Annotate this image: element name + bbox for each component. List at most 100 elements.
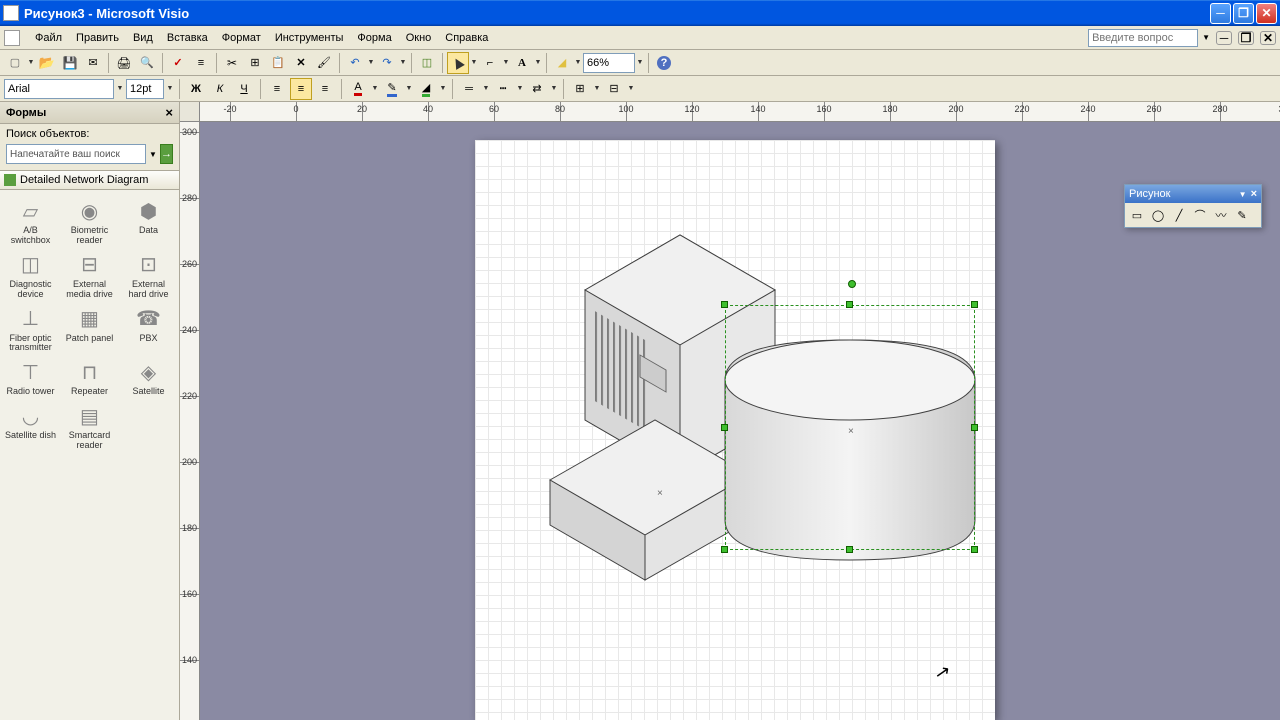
shape-item[interactable]: ▦Patch panel (61, 304, 118, 356)
font-select[interactable] (4, 79, 114, 99)
shape-item[interactable]: ◡Satellite dish (2, 401, 59, 453)
distribute-dropdown[interactable]: ▼ (627, 85, 635, 92)
italic-button[interactable] (209, 78, 231, 100)
shape-item[interactable]: ◫Diagnostic device (2, 250, 59, 302)
selection-handle[interactable] (846, 301, 853, 308)
pointer-dropdown[interactable]: ▼ (470, 59, 478, 66)
search-dropdown-icon[interactable]: ▼ (149, 150, 157, 159)
menu-format[interactable]: Формат (215, 30, 268, 46)
size-dropdown[interactable]: ▼ (166, 85, 174, 92)
redo-button[interactable] (376, 52, 398, 74)
line-ends-dropdown[interactable]: ▼ (550, 85, 558, 92)
selection-handle[interactable] (721, 301, 728, 308)
doc-close-button[interactable]: ✕ (1260, 31, 1276, 45)
zoom-dropdown[interactable]: ▼ (636, 59, 644, 66)
align-right-button[interactable] (314, 78, 336, 100)
search-go-button[interactable]: → (160, 144, 173, 164)
print-button[interactable] (113, 52, 135, 74)
line-ends-button[interactable]: ⇄ (526, 78, 548, 100)
stencil-header[interactable]: Detailed Network Diagram (0, 170, 179, 190)
spell-button[interactable] (167, 52, 189, 74)
selection-handle[interactable] (971, 301, 978, 308)
redo-dropdown[interactable]: ▼ (399, 59, 407, 66)
maximize-button[interactable]: ❐ (1233, 3, 1254, 24)
shape-item[interactable]: ⊡External hard drive (120, 250, 177, 302)
new-dropdown[interactable]: ▼ (27, 59, 35, 66)
mail-button[interactable] (82, 52, 104, 74)
pencil-tool-button[interactable]: ✎ (1233, 206, 1251, 224)
selection-handle[interactable] (971, 546, 978, 553)
shape-item[interactable]: ▤Smartcard reader (61, 401, 118, 453)
font-color-dropdown[interactable]: ▼ (371, 85, 379, 92)
distribute-button[interactable]: ⊟ (603, 78, 625, 100)
drawing-toolbar-close[interactable]: × (1251, 188, 1257, 200)
drawing-toolbar-title[interactable]: Рисунок ▼ × (1125, 185, 1261, 203)
fill-dropdown[interactable]: ▼ (574, 59, 582, 66)
help-button[interactable] (653, 52, 675, 74)
undo-dropdown[interactable]: ▼ (367, 59, 375, 66)
cut-button[interactable] (221, 52, 243, 74)
help-search-input[interactable] (1088, 29, 1198, 47)
save-button[interactable] (59, 52, 81, 74)
research-button[interactable] (190, 52, 212, 74)
rotation-handle[interactable] (848, 280, 856, 288)
shape-item[interactable]: ☎PBX (120, 304, 177, 356)
shapes-close-button[interactable]: × (165, 105, 173, 120)
menu-shape[interactable]: Форма (350, 30, 398, 46)
shapes-search-input[interactable] (6, 144, 146, 164)
shapes-button[interactable] (416, 52, 438, 74)
pointer-button[interactable] (447, 52, 469, 74)
shape-item[interactable]: ⊓Repeater (61, 357, 118, 399)
shape-item[interactable]: ⊥Fiber optic transmitter (2, 304, 59, 356)
menu-file[interactable]: Файл (28, 30, 69, 46)
minimize-button[interactable]: ─ (1210, 3, 1231, 24)
shape-item[interactable]: ⊟External media drive (61, 250, 118, 302)
undo-button[interactable] (344, 52, 366, 74)
fill-color-button[interactable]: ◢ (415, 78, 437, 100)
menu-edit[interactable]: Править (69, 30, 126, 46)
font-dropdown[interactable]: ▼ (116, 85, 124, 92)
rect-tool-button[interactable]: ▭ (1128, 206, 1146, 224)
text-button[interactable] (511, 52, 533, 74)
text-dropdown[interactable]: ▼ (534, 59, 542, 66)
fill-color-dropdown[interactable]: ▼ (439, 85, 447, 92)
drawing-toolbar-dropdown[interactable]: ▼ (1239, 190, 1247, 199)
align-button[interactable]: ⊞ (569, 78, 591, 100)
align-dropdown[interactable]: ▼ (593, 85, 601, 92)
shape-item[interactable]: ▱A/B switchbox (2, 196, 59, 248)
selection-handle[interactable] (721, 546, 728, 553)
shape-item[interactable]: ◉Biometric reader (61, 196, 118, 248)
menubar-dropdown-icon[interactable]: ▼ (1202, 33, 1210, 42)
line-tool-button[interactable]: ╱ (1170, 206, 1188, 224)
drawing-page[interactable]: × × (475, 140, 995, 720)
delete-button[interactable] (290, 52, 312, 74)
shape-item[interactable]: ◈Satellite (120, 357, 177, 399)
size-select[interactable] (126, 79, 164, 99)
font-color-button[interactable]: A (347, 78, 369, 100)
doc-minimize-button[interactable]: ─ (1216, 31, 1232, 45)
copy-button[interactable] (244, 52, 266, 74)
line-pattern-button[interactable]: ┅ (492, 78, 514, 100)
drawing-toolbar[interactable]: Рисунок ▼ × ▭ ◯ ╱ ⌒ 〰 ✎ (1124, 184, 1262, 228)
menu-help[interactable]: Справка (438, 30, 495, 46)
connector-dropdown[interactable]: ▼ (502, 59, 510, 66)
doc-restore-button[interactable]: ❐ (1238, 31, 1254, 45)
selection-handle[interactable] (846, 546, 853, 553)
line-weight-button[interactable]: ═ (458, 78, 480, 100)
fmtpainter-button[interactable] (313, 52, 335, 74)
fill-button[interactable] (551, 52, 573, 74)
freeform-tool-button[interactable]: 〰 (1212, 206, 1230, 224)
canvas-scroll[interactable]: × × ↖ (200, 122, 1280, 720)
align-left-button[interactable] (266, 78, 288, 100)
zoom-select[interactable] (583, 53, 635, 73)
line-weight-dropdown[interactable]: ▼ (482, 85, 490, 92)
menu-view[interactable]: Вид (126, 30, 160, 46)
selection-handle[interactable] (971, 424, 978, 431)
control-icon[interactable] (4, 30, 20, 46)
menu-tools[interactable]: Инструменты (268, 30, 351, 46)
line-color-button[interactable]: ✎ (381, 78, 403, 100)
close-button[interactable]: ✕ (1256, 3, 1277, 24)
bold-button[interactable] (185, 78, 207, 100)
menu-insert[interactable]: Вставка (160, 30, 215, 46)
new-button[interactable] (4, 52, 26, 74)
